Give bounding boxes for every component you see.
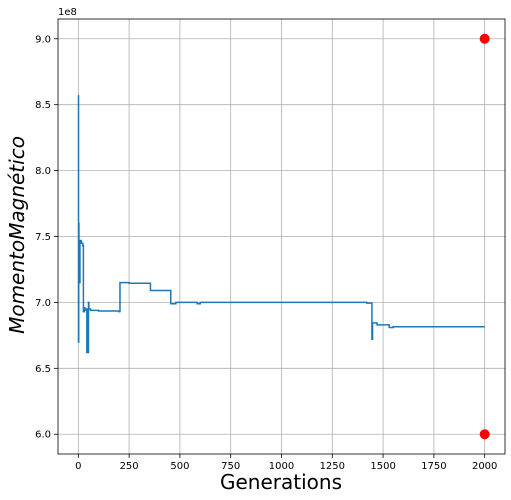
y-tick-label: 8.5: [35, 100, 51, 111]
x-axis-ticks: 0 250 500 750 1000 1250 1500 1750 2000: [75, 454, 497, 472]
y-tick-label: 9.0: [35, 34, 51, 45]
x-tick-label: 500: [170, 461, 189, 472]
x-tick-label: 1250: [320, 461, 345, 472]
y-axis-label: MomentoMagnético: [5, 136, 29, 334]
x-axis-label: Generations: [220, 470, 342, 494]
x-tick-label: 0: [75, 461, 81, 472]
y-tick-label: 7.0: [35, 298, 51, 309]
grid-lines: [58, 19, 505, 454]
x-tick-label: 1500: [370, 461, 395, 472]
plot-area: [77, 94, 485, 354]
x-tick-label: 2000: [472, 461, 497, 472]
data-point: [479, 33, 490, 44]
x-tick-label: 250: [120, 461, 139, 472]
y-axis-ticks: 6.0 6.5 7.0 7.5 8.0 8.5 9.0: [35, 34, 58, 441]
data-line: [77, 94, 485, 354]
y-tick-label: 6.0: [35, 430, 51, 441]
x-tick-label: 1000: [269, 461, 294, 472]
y-tick-label: 7.5: [35, 232, 51, 243]
data-point: [479, 429, 490, 440]
y-tick-label: 6.5: [35, 364, 51, 375]
x-tick-label: 1750: [421, 461, 446, 472]
y-tick-label: 8.0: [35, 166, 51, 177]
marker-series: [479, 33, 490, 440]
y-offset-label: 1e8: [58, 7, 77, 18]
x-tick-label: 750: [221, 461, 240, 472]
